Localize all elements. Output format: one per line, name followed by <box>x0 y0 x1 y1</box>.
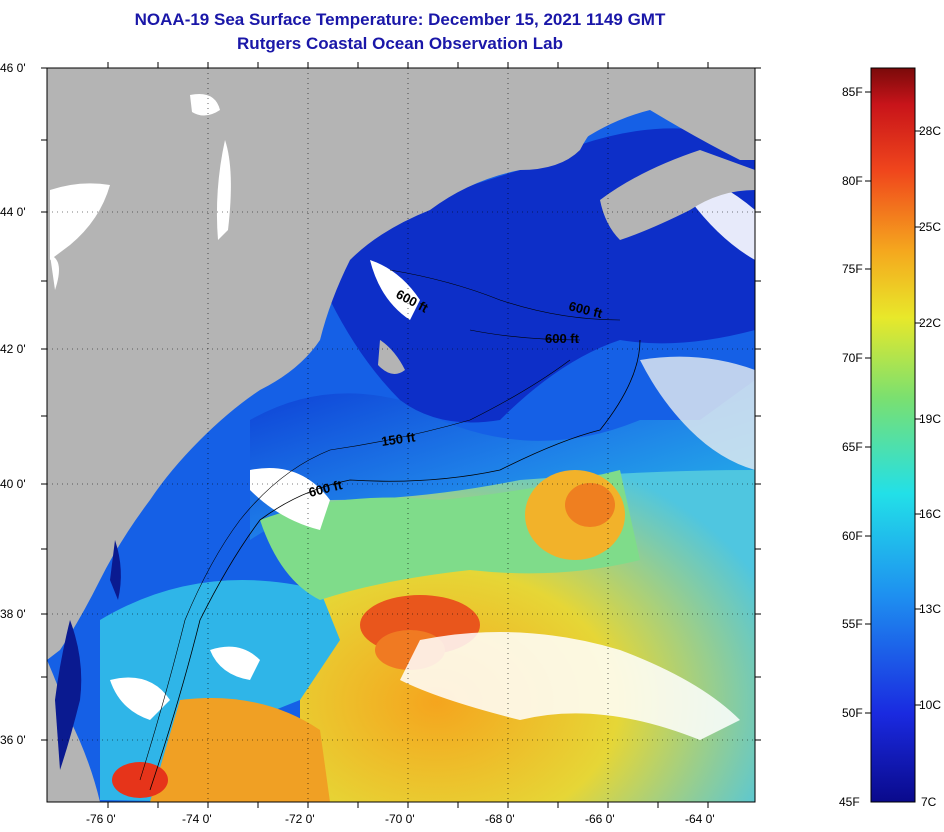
lon-label: -64 0' <box>685 812 715 826</box>
colorbar <box>870 67 916 803</box>
lon-label: -76 0' <box>86 812 116 826</box>
colorbar-f-label: 70F <box>842 351 863 365</box>
colorbar-f-label: 60F <box>842 529 863 543</box>
colorbar-c-label: 10C <box>919 698 942 712</box>
warm-eddy-south <box>150 698 330 802</box>
lat-label: 38 0' <box>0 607 26 621</box>
mid-atlantic-water <box>100 580 340 802</box>
contour-label-4: 150 ft <box>380 429 416 449</box>
lat-label: 42 0' <box>0 342 26 356</box>
contour-150ft <box>139 359 571 781</box>
colorbar-c-label: 28C <box>919 124 942 138</box>
lon-label: -66 0' <box>585 812 615 826</box>
lon-label: -74 0' <box>182 812 212 826</box>
cape-cod <box>378 340 405 374</box>
lat-label: 40 0' <box>0 477 26 491</box>
colorbar-f-label: 50F <box>842 706 863 720</box>
colorbar-c-label: 16C <box>919 507 942 521</box>
nova-scotia-land <box>575 68 755 160</box>
contour-600ft-shelfbreak <box>149 339 641 791</box>
chesapeake-bay <box>55 620 82 770</box>
map-subtitle: Rutgers Coastal Ocean Observation Lab <box>237 34 563 53</box>
lon-label: -68 0' <box>485 812 515 826</box>
delaware-bay <box>110 540 121 600</box>
shelf-water <box>250 380 755 540</box>
map-graticule <box>47 68 755 802</box>
lat-label: 36 0' <box>0 733 26 747</box>
lat-label: 44 0' <box>0 205 26 219</box>
colorbar-c-label: 13C <box>919 602 942 616</box>
colorbar-c-label: 22C <box>919 316 942 330</box>
colorbar-f-label: 55F <box>842 617 863 631</box>
colorbar-f-label: 80F <box>842 174 863 188</box>
colorbar-f-label: 75F <box>842 262 863 276</box>
contour-label-3: 600 ft <box>545 331 580 346</box>
colorbar-c-label: 19C <box>919 412 942 426</box>
map-title: NOAA-19 Sea Surface Temperature: Decembe… <box>134 10 666 29</box>
lat-label: 46 0' <box>0 61 26 75</box>
axis-ticks <box>41 62 761 808</box>
lon-label: -70 0' <box>385 812 415 826</box>
colorbar-c-label: 7C <box>921 795 937 809</box>
cloud-patch <box>400 632 740 740</box>
colorbar-f-label: 85F <box>842 85 863 99</box>
colorbar-f-label: 65F <box>842 440 863 454</box>
lon-label: -72 0' <box>285 812 315 826</box>
colorbar-c-label: 25C <box>919 220 942 234</box>
colorbar-f-label: 45F <box>839 795 860 809</box>
